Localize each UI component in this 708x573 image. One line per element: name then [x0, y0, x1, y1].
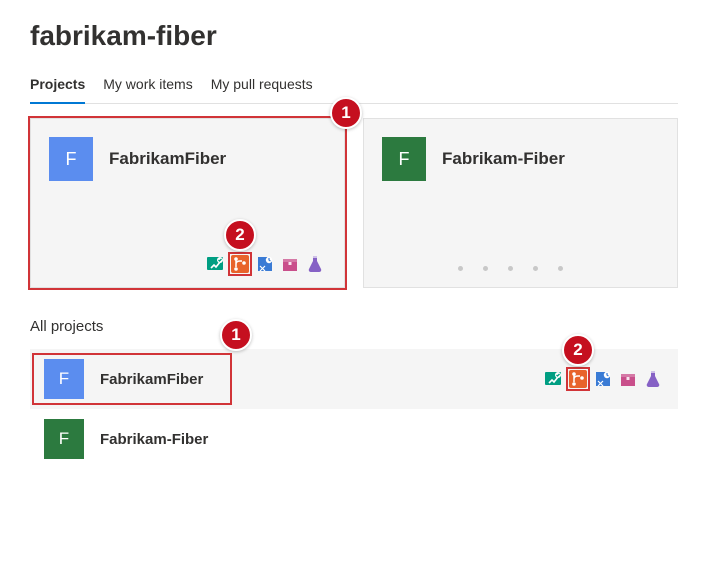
project-card-title: Fabrikam-Fiber — [442, 149, 565, 169]
artifacts-icon[interactable] — [617, 368, 639, 390]
project-avatar: F — [49, 137, 93, 181]
service-icons: 2 — [542, 368, 664, 390]
project-list-title: Fabrikam-Fiber — [100, 431, 208, 448]
card-dots — [382, 258, 659, 275]
repos-icon[interactable] — [229, 253, 251, 275]
pipelines-icon[interactable] — [592, 368, 614, 390]
artifacts-icon[interactable] — [279, 253, 301, 275]
project-card-title: FabrikamFiber — [109, 149, 226, 169]
pipelines-icon[interactable] — [254, 253, 276, 275]
boards-icon[interactable] — [204, 253, 226, 275]
tab-my-pull-requests[interactable]: My pull requests — [211, 70, 313, 104]
callout-1: 1 — [220, 319, 252, 351]
project-list-row[interactable]: F Fabrikam-Fiber — [30, 409, 678, 469]
project-list: F FabrikamFiber 2 1 F Fabrikam-Fiber — [30, 349, 678, 469]
callout-2: 2 — [562, 334, 594, 366]
project-card[interactable]: F Fabrikam-Fiber — [363, 118, 678, 288]
service-icons: 2 — [204, 253, 326, 275]
testplans-icon[interactable] — [642, 368, 664, 390]
project-avatar: F — [382, 137, 426, 181]
tab-projects[interactable]: Projects — [30, 70, 85, 104]
repos-icon[interactable] — [567, 368, 589, 390]
project-avatar: F — [44, 359, 84, 399]
project-avatar: F — [44, 419, 84, 459]
callout-1: 1 — [330, 97, 362, 129]
tab-my-work-items[interactable]: My work items — [103, 70, 192, 104]
project-list-row[interactable]: F FabrikamFiber 2 1 — [30, 349, 678, 409]
project-list-title: FabrikamFiber — [100, 371, 203, 388]
cards-row: F FabrikamFiber 2 1 F Fabrikam-Fiber — [30, 118, 678, 288]
page-title: fabrikam-fiber — [30, 20, 678, 52]
project-card[interactable]: F FabrikamFiber 2 1 — [30, 118, 345, 288]
boards-icon[interactable] — [542, 368, 564, 390]
callout-2: 2 — [224, 219, 256, 251]
testplans-icon[interactable] — [304, 253, 326, 275]
section-title-all-projects: All projects — [30, 318, 678, 335]
